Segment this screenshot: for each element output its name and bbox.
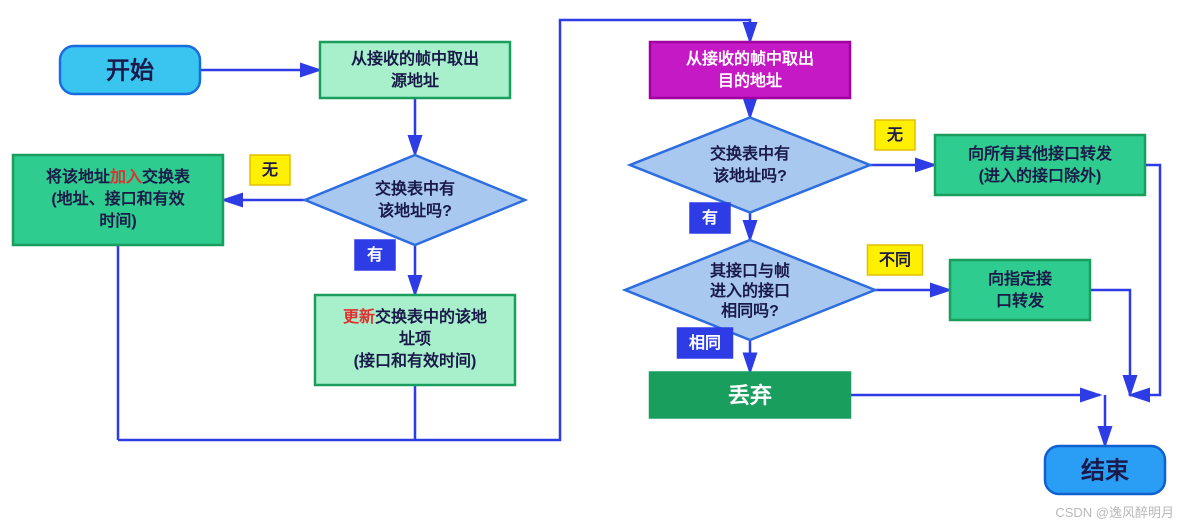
svg-text:无: 无	[261, 161, 278, 179]
svg-text:交换表中有: 交换表中有	[375, 179, 455, 198]
svg-text:从接收的帧中取出: 从接收的帧中取出	[351, 49, 479, 68]
flood-node	[935, 135, 1145, 195]
svg-text:开始: 开始	[106, 57, 154, 84]
svg-text:结束: 结束	[1081, 457, 1130, 484]
svg-text:相同: 相同	[689, 333, 721, 352]
svg-text:口转发: 口转发	[996, 291, 1045, 310]
diamond-src	[305, 155, 525, 245]
watermark: CSDN @逸风醉明月	[1055, 505, 1174, 520]
svg-text:源地址: 源地址	[391, 71, 439, 90]
svg-text:更新交换表中的该地: 更新交换表中的该地	[343, 307, 487, 326]
svg-text:时间): 时间)	[99, 211, 136, 230]
svg-text:该地址吗?: 该地址吗?	[378, 201, 452, 220]
svg-text:址项: 址项	[399, 329, 431, 348]
svg-text:该地址吗?: 该地址吗?	[713, 166, 787, 185]
svg-text:(接口和有效时间): (接口和有效时间)	[354, 351, 477, 370]
svg-text:相同吗?: 相同吗?	[721, 301, 779, 320]
svg-text:向指定接: 向指定接	[988, 269, 1052, 288]
svg-text:目的地址: 目的地址	[718, 71, 782, 90]
diamond-dst	[630, 118, 870, 213]
svg-text:其接口与帧: 其接口与帧	[710, 261, 790, 280]
svg-text:无: 无	[886, 126, 903, 144]
svg-text:进入的接口: 进入的接口	[710, 281, 790, 300]
forward-node	[950, 260, 1090, 320]
svg-text:有: 有	[367, 245, 383, 264]
svg-text:有: 有	[702, 208, 718, 227]
svg-text:将该地址加入交换表: 将该地址加入交换表	[46, 167, 191, 186]
svg-text:(地址、接口和有效: (地址、接口和有效	[51, 189, 184, 208]
svg-text:交换表中有: 交换表中有	[710, 144, 790, 163]
flow-arrow	[1130, 165, 1160, 395]
flow-arrow	[1090, 290, 1130, 395]
svg-text:从接收的帧中取出: 从接收的帧中取出	[686, 49, 814, 68]
svg-text:向所有其他接口转发: 向所有其他接口转发	[968, 144, 1113, 163]
svg-text:丢弃: 丢弃	[728, 383, 772, 408]
svg-text:(进入的接口除外): (进入的接口除外)	[979, 166, 1102, 185]
svg-text:不同: 不同	[879, 251, 911, 269]
